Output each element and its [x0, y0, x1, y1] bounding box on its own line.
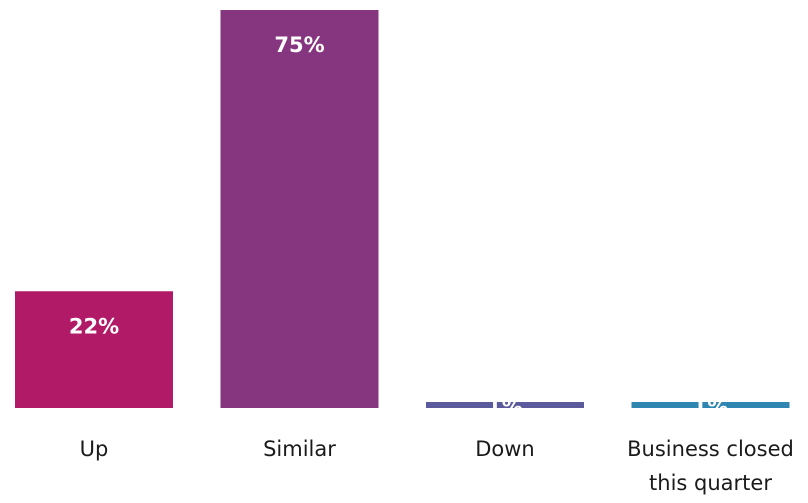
- value-labels-group: 22% 75% 1% 1%: [69, 33, 729, 419]
- value-label-down: 1%: [487, 395, 523, 419]
- value-label-similar: 75%: [274, 33, 324, 57]
- category-label-up: Up: [80, 437, 109, 461]
- bar-down: [426, 402, 584, 408]
- bar-up: [15, 291, 173, 408]
- bars-group: [15, 10, 790, 408]
- category-label-similar: Similar: [263, 437, 336, 461]
- category-label-business-closed-this-quarter-line-1: Business closed: [627, 437, 794, 461]
- bar-similar: [220, 10, 379, 408]
- category-labels-group: Up Similar Down Business closed this quarter: [80, 437, 794, 495]
- bar-business-closed-this-quarter: [631, 402, 790, 408]
- category-label-down: Down: [475, 437, 535, 461]
- category-label-business-closed-this-quarter-line-2: this quarter: [649, 471, 772, 495]
- value-label-up: 22%: [69, 314, 119, 338]
- value-label-business-closed-this-quarter: 1%: [693, 395, 729, 419]
